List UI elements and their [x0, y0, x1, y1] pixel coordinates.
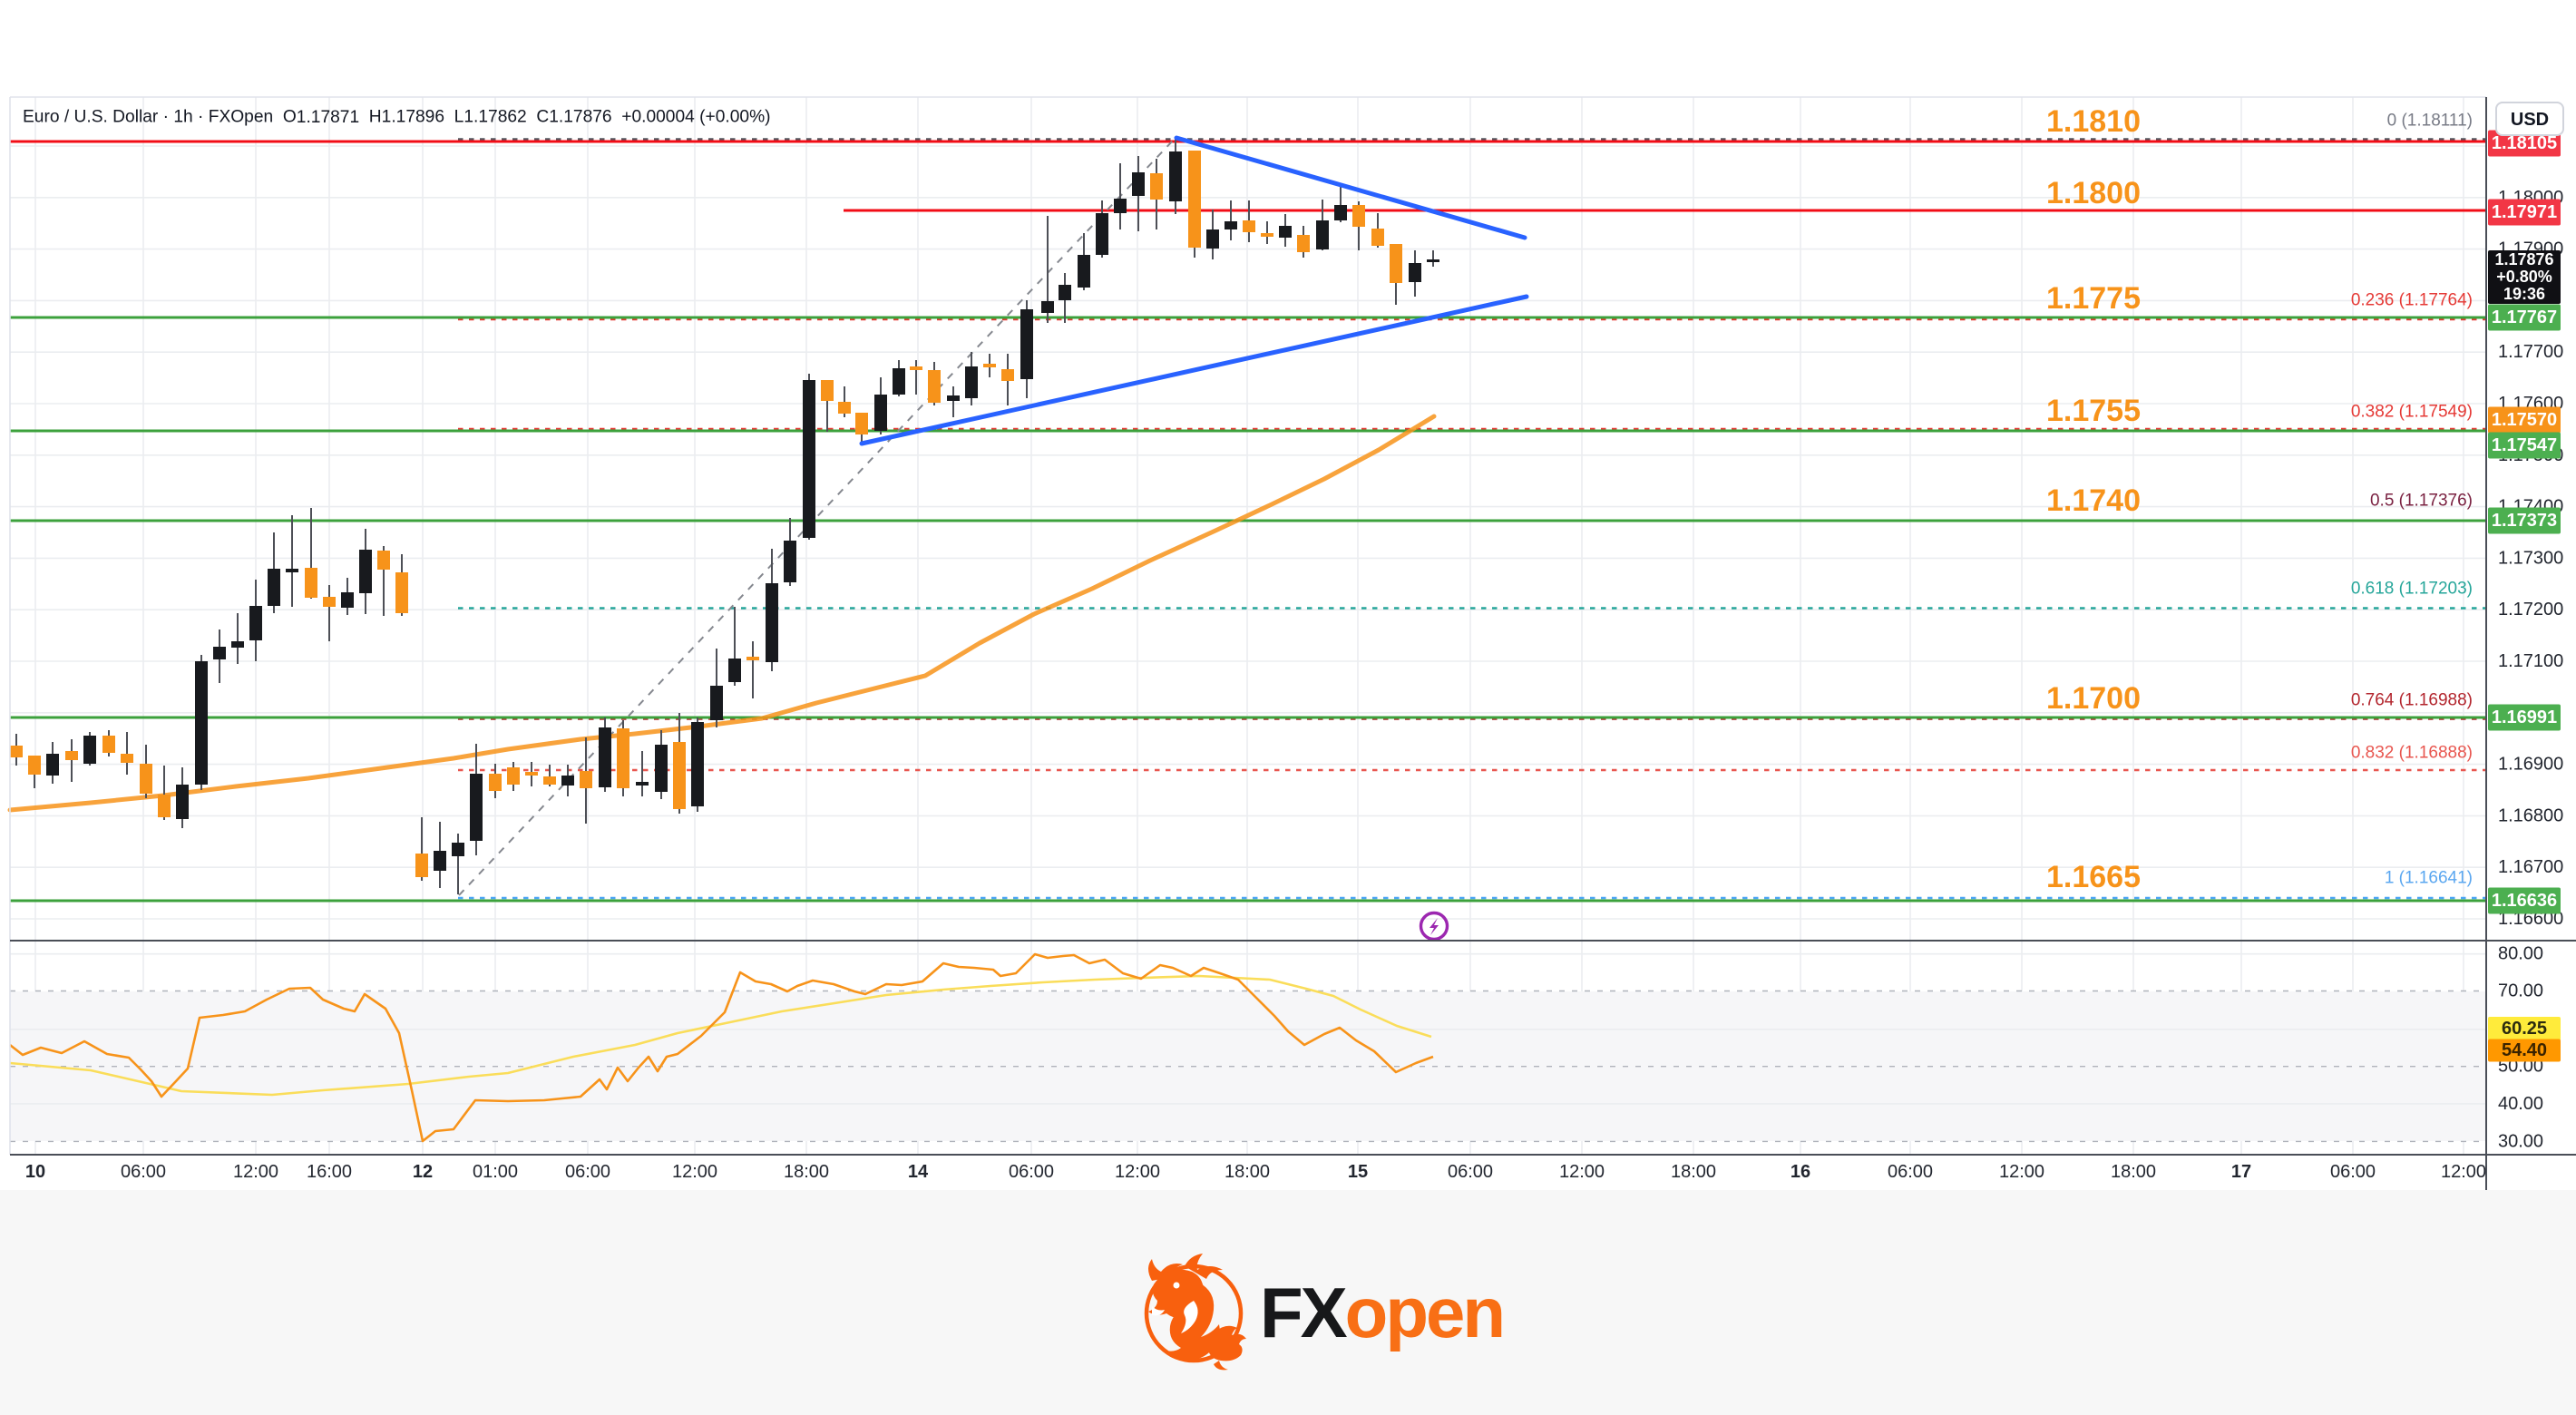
svg-text:Euro / U.S. Dollar · 1h · FXOp: Euro / U.S. Dollar · 1h · FXOpen O1.1787…: [23, 108, 771, 127]
svg-text:30.00: 30.00: [2498, 1131, 2543, 1151]
svg-text:1.17547: 1.17547: [2492, 435, 2557, 455]
svg-text:USD: USD: [2511, 110, 2549, 130]
svg-text:06:00: 06:00: [565, 1162, 610, 1182]
svg-text:18:00: 18:00: [1671, 1162, 1716, 1182]
svg-text:1.1700: 1.1700: [2046, 681, 2141, 716]
svg-text:06:00: 06:00: [1009, 1162, 1054, 1182]
svg-text:0.236 (1.17764): 0.236 (1.17764): [2351, 291, 2473, 310]
svg-text:16:00: 16:00: [307, 1162, 352, 1182]
svg-text:14: 14: [908, 1162, 929, 1182]
svg-text:1.16636: 1.16636: [2492, 891, 2557, 911]
svg-text:12:00: 12:00: [1999, 1162, 2044, 1182]
svg-text:15: 15: [1348, 1162, 1368, 1182]
svg-text:1.18105: 1.18105: [2492, 133, 2557, 153]
svg-text:16: 16: [1791, 1162, 1810, 1182]
svg-text:18:00: 18:00: [1225, 1162, 1270, 1182]
svg-text:1.17876: 1.17876: [2494, 250, 2553, 268]
svg-text:1.16800: 1.16800: [2498, 805, 2563, 825]
svg-text:1.1810: 1.1810: [2046, 104, 2141, 139]
svg-text:17: 17: [2231, 1162, 2251, 1182]
svg-text:12:00: 12:00: [1115, 1162, 1160, 1182]
svg-text:70.00: 70.00: [2498, 981, 2543, 1001]
svg-text:12:00: 12:00: [2441, 1162, 2486, 1182]
svg-text:1.17767: 1.17767: [2492, 307, 2557, 327]
svg-text:80.00: 80.00: [2498, 944, 2543, 964]
svg-text:18:00: 18:00: [2111, 1162, 2156, 1182]
svg-text:18:00: 18:00: [784, 1162, 829, 1182]
svg-text:06:00: 06:00: [2330, 1162, 2376, 1182]
svg-text:12: 12: [413, 1162, 433, 1182]
svg-text:0.382 (1.17549): 0.382 (1.17549): [2351, 403, 2473, 422]
svg-text:1.1665: 1.1665: [2046, 860, 2141, 894]
svg-text:+0.80%: +0.80%: [2496, 268, 2552, 286]
svg-text:0.618 (1.17203): 0.618 (1.17203): [2351, 580, 2473, 599]
svg-text:0 (1.18111): 0 (1.18111): [2387, 112, 2473, 131]
svg-text:06:00: 06:00: [1888, 1162, 1933, 1182]
svg-text:1.17570: 1.17570: [2492, 410, 2557, 430]
svg-text:1.1800: 1.1800: [2046, 176, 2141, 210]
svg-text:0.832 (1.16888): 0.832 (1.16888): [2351, 744, 2473, 763]
svg-text:1.17100: 1.17100: [2498, 651, 2563, 671]
svg-text:1.17971: 1.17971: [2492, 202, 2557, 222]
svg-text:01:00: 01:00: [473, 1162, 518, 1182]
svg-text:06:00: 06:00: [1448, 1162, 1493, 1182]
svg-text:1.16700: 1.16700: [2498, 857, 2563, 877]
svg-text:54.40: 54.40: [2502, 1040, 2547, 1060]
svg-text:1.17700: 1.17700: [2498, 342, 2563, 362]
svg-text:12:00: 12:00: [672, 1162, 717, 1182]
svg-text:0.5 (1.17376): 0.5 (1.17376): [2370, 492, 2473, 511]
svg-text:10: 10: [25, 1162, 45, 1182]
svg-text:1.1740: 1.1740: [2046, 483, 2141, 518]
svg-text:40.00: 40.00: [2498, 1094, 2543, 1114]
svg-text:1.1775: 1.1775: [2046, 281, 2141, 316]
svg-text:1 (1.16641): 1 (1.16641): [2385, 869, 2473, 888]
svg-text:1.1755: 1.1755: [2046, 394, 2141, 428]
svg-text:1.17300: 1.17300: [2498, 548, 2563, 568]
svg-text:0.764 (1.16988): 0.764 (1.16988): [2351, 691, 2473, 710]
svg-text:1.17200: 1.17200: [2498, 600, 2563, 620]
svg-text:1.16991: 1.16991: [2492, 708, 2557, 727]
svg-text:12:00: 12:00: [1559, 1162, 1605, 1182]
svg-text:FXopen: FXopen: [1260, 1273, 1503, 1352]
svg-text:1.16900: 1.16900: [2498, 755, 2563, 775]
svg-text:12:00: 12:00: [233, 1162, 278, 1182]
svg-text:1.17373: 1.17373: [2492, 511, 2557, 531]
svg-text:06:00: 06:00: [121, 1162, 166, 1182]
svg-text:60.25: 60.25: [2502, 1019, 2547, 1039]
svg-text:19:36: 19:36: [2503, 285, 2545, 303]
